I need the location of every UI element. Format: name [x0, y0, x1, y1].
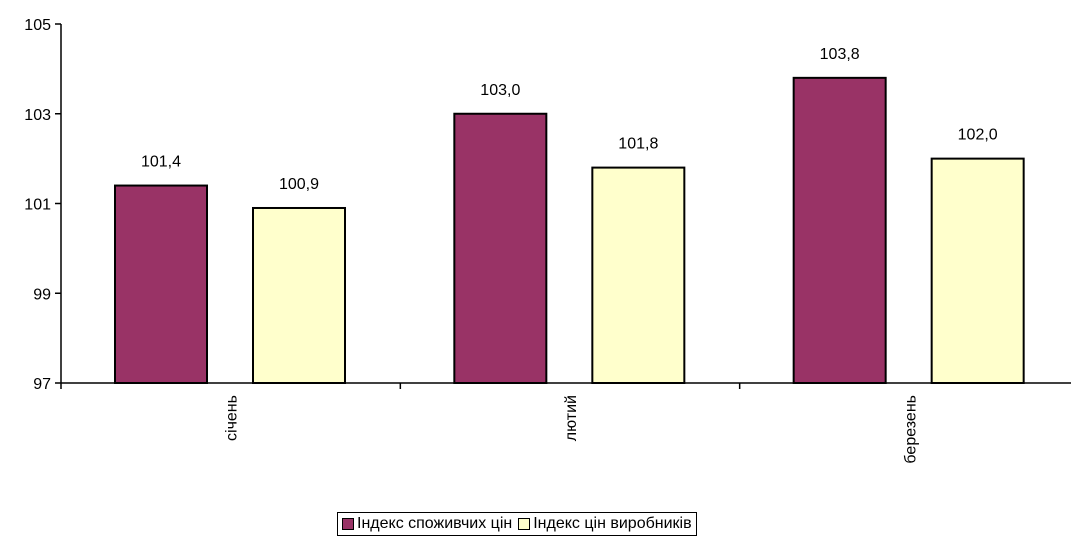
data-label-ppi-0: 100,9 — [279, 176, 319, 193]
data-label-ppi-1: 101,8 — [618, 136, 658, 153]
y-tick-label-103: 103 — [24, 107, 51, 124]
category-label-2: березень — [902, 395, 919, 464]
y-tick-label-101: 101 — [24, 197, 51, 214]
legend-swatch-ppi — [518, 518, 531, 530]
bar-cpi-0 — [114, 184, 208, 384]
legend-swatch-cpi — [342, 518, 354, 530]
bar-ppi-1 — [591, 166, 686, 384]
data-label-cpi-0: 101,4 — [141, 154, 181, 171]
bar-cpi-1 — [453, 112, 548, 384]
data-label-ppi-2: 102,0 — [958, 127, 998, 144]
y-tick-label-99: 99 — [33, 286, 51, 303]
axes-layer: 97 99 101 103 105 січень лютий березень — [24, 17, 1071, 464]
y-tick-label-97: 97 — [33, 376, 51, 393]
bar-ppi-2 — [930, 157, 1025, 384]
bar-cpi-2 — [792, 76, 887, 384]
bars-layer — [114, 76, 1025, 384]
legend-label-cpi: Індекс споживчих цін — [357, 515, 513, 532]
data-label-cpi-2: 103,8 — [820, 46, 860, 63]
legend-item-cpi: Індекс споживчих цін — [342, 515, 512, 533]
data-label-cpi-1: 103,0 — [480, 82, 520, 99]
y-tick-label-105: 105 — [24, 17, 51, 34]
category-label-1: лютий — [563, 395, 580, 441]
data-labels-layer: 101,4 103,0 103,8 100,9 101,8 102,0 — [141, 46, 998, 193]
legend-label-ppi: Індекс цін виробників — [533, 515, 692, 532]
bar-ppi-0 — [252, 206, 346, 384]
legend-item-ppi: Індекс цін виробників — [518, 515, 692, 533]
legend: Індекс споживчих цін Індекс цін виробник… — [337, 512, 697, 536]
category-label-0: січень — [224, 395, 241, 441]
